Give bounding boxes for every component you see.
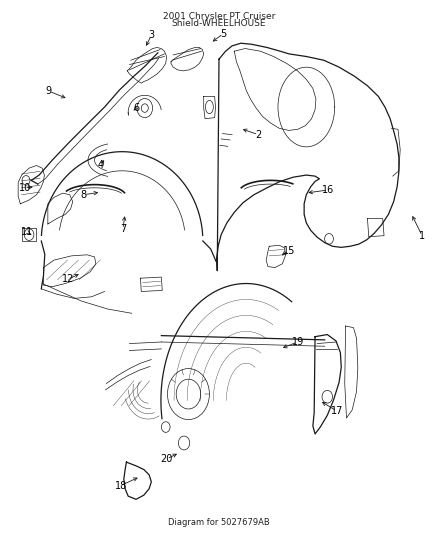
Text: 9: 9 — [46, 86, 52, 96]
Text: Shield-WHEELHOUSE: Shield-WHEELHOUSE — [172, 19, 266, 28]
Text: 7: 7 — [120, 224, 126, 235]
Text: Diagram for 5027679AB: Diagram for 5027679AB — [168, 518, 270, 527]
Text: 11: 11 — [21, 227, 33, 237]
Text: 2: 2 — [255, 130, 261, 140]
Text: 3: 3 — [148, 30, 154, 41]
Text: 1: 1 — [419, 231, 425, 241]
Text: 8: 8 — [81, 190, 87, 200]
Text: 19: 19 — [291, 337, 304, 347]
Text: 16: 16 — [322, 185, 334, 195]
Text: 5: 5 — [220, 29, 226, 39]
Text: 12: 12 — [62, 274, 74, 284]
Text: 20: 20 — [160, 454, 173, 464]
Text: 2001 Chrysler PT Cruiser: 2001 Chrysler PT Cruiser — [163, 12, 275, 21]
Text: 17: 17 — [331, 406, 343, 416]
Text: 18: 18 — [115, 481, 127, 490]
Text: 15: 15 — [283, 246, 295, 255]
Text: 6: 6 — [133, 103, 139, 113]
Text: 10: 10 — [18, 183, 31, 193]
Text: 4: 4 — [98, 160, 104, 171]
